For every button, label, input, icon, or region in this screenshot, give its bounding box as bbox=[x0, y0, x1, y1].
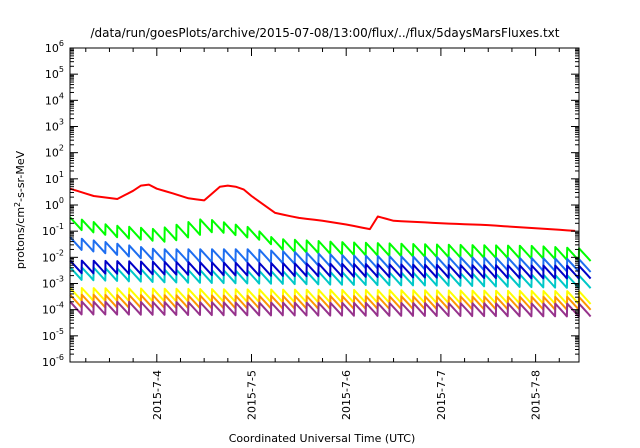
y-tick-label-base: 10 bbox=[45, 147, 59, 160]
y-tick-label-exponent: -6 bbox=[56, 353, 64, 362]
y-tick-label-base: 10 bbox=[45, 121, 59, 134]
y-tick-label-base: 10 bbox=[42, 225, 56, 238]
y-tick-label-10: 104 bbox=[45, 91, 64, 107]
y-axis-label-sup: 2 bbox=[13, 202, 22, 207]
y-tick-label-12: 106 bbox=[45, 39, 64, 55]
axes: 10-610-510-410-310-210-11001011021031041… bbox=[42, 39, 580, 420]
y-tick-label-base: 10 bbox=[42, 356, 56, 369]
y-tick-label-3: 10-3 bbox=[42, 275, 64, 291]
x-axis-label: Coordinated Universal Time (UTC) bbox=[229, 432, 416, 445]
y-tick-label-11: 105 bbox=[45, 65, 64, 81]
x-tick-label-1: 2015-7-5 bbox=[246, 370, 259, 420]
y-tick-label-8: 102 bbox=[45, 144, 64, 160]
plot-frame bbox=[69, 47, 580, 363]
series-line-4 bbox=[69, 259, 592, 280]
y-tick-label-7: 101 bbox=[45, 170, 64, 186]
y-tick-label-exponent: -2 bbox=[56, 248, 64, 257]
y-tick-label-exponent: 0 bbox=[59, 196, 64, 205]
y-tick-label-base: 10 bbox=[42, 330, 56, 343]
y-tick-label-5: 10-1 bbox=[42, 222, 64, 238]
y-axis-label-suffix: -s-sr-MeV bbox=[14, 150, 27, 201]
y-tick-label-base: 10 bbox=[42, 304, 56, 317]
series-line-3 bbox=[69, 266, 592, 289]
y-tick-label-4: 10-2 bbox=[42, 248, 64, 264]
y-tick-label-base: 10 bbox=[45, 199, 59, 212]
y-tick-label-base: 10 bbox=[45, 42, 59, 55]
y-tick-label-base: 10 bbox=[45, 94, 59, 107]
y-tick-label-exponent: -4 bbox=[56, 301, 64, 310]
y-tick-label-1: 10-5 bbox=[42, 327, 64, 343]
y-tick-label-exponent: -1 bbox=[56, 222, 64, 231]
y-tick-label-0: 10-6 bbox=[42, 353, 64, 369]
x-tick-label-0: 2015-7-4 bbox=[151, 370, 164, 420]
x-tick-label-4: 2015-7-8 bbox=[530, 370, 543, 420]
chart-title: /data/run/goesPlots/archive/2015-07-08/1… bbox=[91, 26, 560, 40]
x-tick-label-2: 2015-7-6 bbox=[340, 370, 353, 420]
y-tick-label-exponent: -5 bbox=[56, 327, 64, 336]
y-tick-label-base: 10 bbox=[42, 251, 56, 264]
y-tick-label-exponent: 4 bbox=[59, 91, 64, 100]
series-line-2 bbox=[69, 236, 592, 273]
y-tick-label-exponent: 1 bbox=[59, 170, 64, 179]
y-tick-label-2: 10-4 bbox=[42, 301, 64, 317]
x-tick-label-3: 2015-7-7 bbox=[435, 370, 448, 420]
y-tick-label-base: 10 bbox=[45, 173, 59, 186]
y-tick-label-exponent: -3 bbox=[56, 275, 64, 284]
y-tick-label-6: 100 bbox=[45, 196, 64, 212]
y-tick-label-base: 10 bbox=[45, 68, 59, 81]
y-tick-label-base: 10 bbox=[42, 278, 56, 291]
y-axis-label-prefix: protons/cm bbox=[14, 207, 27, 269]
y-tick-label-exponent: 6 bbox=[59, 39, 64, 48]
series-line-0 bbox=[69, 183, 576, 232]
series-line-7 bbox=[69, 300, 592, 318]
y-tick-label-exponent: 5 bbox=[59, 65, 64, 74]
y-tick-label-exponent: 2 bbox=[59, 144, 64, 153]
y-axis-label: protons/cm2-s-sr-MeV bbox=[13, 150, 27, 269]
plot-area bbox=[69, 183, 592, 318]
y-tick-label-exponent: 3 bbox=[59, 118, 64, 127]
y-tick-label-9: 103 bbox=[45, 118, 64, 134]
series-line-1 bbox=[69, 216, 592, 262]
